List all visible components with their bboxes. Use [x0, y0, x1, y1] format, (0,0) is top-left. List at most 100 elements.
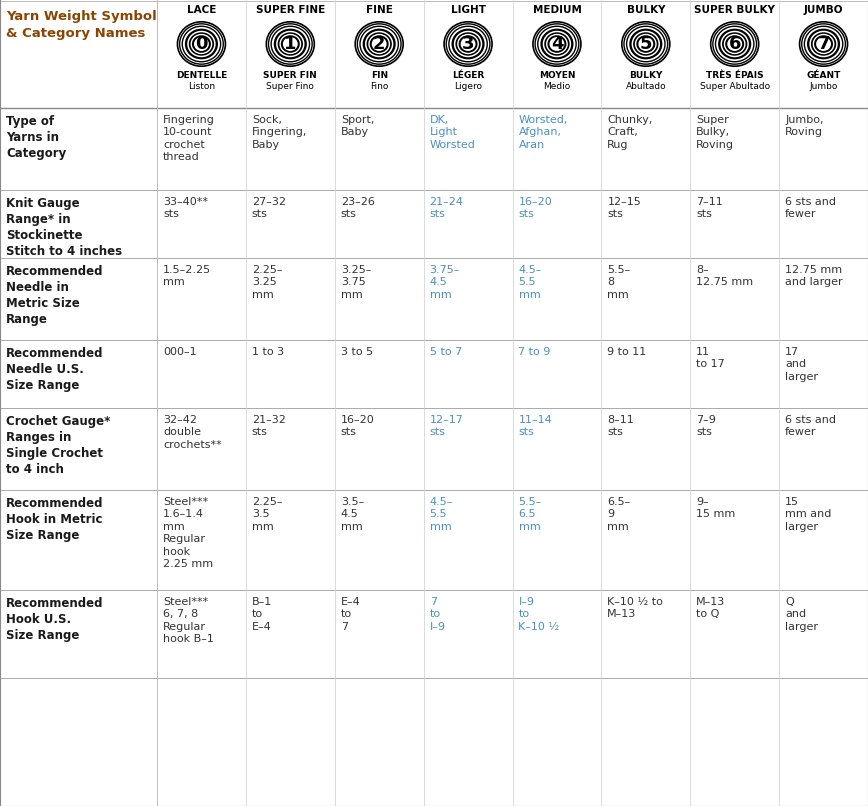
Ellipse shape [446, 24, 490, 64]
Ellipse shape [268, 24, 312, 64]
Text: 4: 4 [550, 35, 563, 53]
Ellipse shape [185, 29, 218, 60]
Text: 0: 0 [195, 35, 207, 53]
Text: Super Fino: Super Fino [266, 82, 314, 91]
Text: 15
mm and
larger: 15 mm and larger [786, 497, 832, 532]
Ellipse shape [621, 22, 670, 66]
Text: Recommended
Needle U.S.
Size Range: Recommended Needle U.S. Size Range [6, 347, 103, 392]
Text: B–1
to
E–4: B–1 to E–4 [252, 597, 273, 632]
Ellipse shape [713, 24, 757, 64]
Text: 3 to 5: 3 to 5 [341, 347, 373, 357]
Text: 12–15
sts: 12–15 sts [608, 197, 641, 219]
Text: 1 to 3: 1 to 3 [252, 347, 284, 357]
Text: 8–
12.75 mm: 8– 12.75 mm [696, 265, 753, 288]
Text: Recommended
Hook in Metric
Size Range: Recommended Hook in Metric Size Range [6, 497, 103, 542]
Text: BULKY: BULKY [627, 5, 665, 15]
Text: FINE: FINE [365, 5, 392, 15]
Ellipse shape [182, 27, 220, 62]
Text: I–9
to
K–10 ½: I–9 to K–10 ½ [518, 597, 560, 632]
Text: 32–42
double
crochets**: 32–42 double crochets** [163, 415, 221, 450]
Text: LACE: LACE [187, 5, 216, 15]
Ellipse shape [372, 37, 386, 51]
Text: Abultado: Abultado [626, 82, 666, 91]
Ellipse shape [807, 29, 840, 60]
Text: DK,
Light
Worsted: DK, Light Worsted [430, 115, 476, 150]
Ellipse shape [283, 37, 298, 51]
Text: SUPER FIN: SUPER FIN [263, 71, 317, 80]
Text: 6: 6 [728, 35, 741, 53]
Text: 12.75 mm
and larger: 12.75 mm and larger [786, 265, 843, 288]
Text: JUMBO: JUMBO [804, 5, 844, 15]
Text: 9–
15 mm: 9– 15 mm [696, 497, 735, 519]
Text: 8–11
sts: 8–11 sts [608, 415, 635, 438]
Text: 21–32
sts: 21–32 sts [252, 415, 286, 438]
Ellipse shape [449, 27, 487, 62]
Text: Yarn Weight Symbol
& Category Names: Yarn Weight Symbol & Category Names [6, 10, 157, 40]
Text: GÉANT: GÉANT [806, 71, 841, 80]
Text: 4.5–
5.5
mm: 4.5– 5.5 mm [518, 265, 542, 300]
Text: Liston: Liston [187, 82, 215, 91]
Text: Fingering
10-count
crochet
thread: Fingering 10-count crochet thread [163, 115, 215, 162]
Ellipse shape [549, 37, 564, 51]
Text: Super
Bulky,
Roving: Super Bulky, Roving [696, 115, 734, 150]
Text: 2: 2 [373, 35, 385, 53]
Ellipse shape [533, 22, 581, 66]
Ellipse shape [802, 24, 845, 64]
Text: 3.25–
3.75
mm: 3.25– 3.75 mm [341, 265, 372, 300]
Text: Steel***
1.6–1.4
mm
Regular
hook
2.25 mm: Steel*** 1.6–1.4 mm Regular hook 2.25 mm [163, 497, 214, 569]
Text: Chunky,
Craft,
Rug: Chunky, Craft, Rug [608, 115, 653, 150]
Ellipse shape [444, 22, 492, 66]
Text: TRÈS ÉPAIS: TRÈS ÉPAIS [706, 71, 764, 80]
Text: 7–9
sts: 7–9 sts [696, 415, 716, 438]
Text: 3.5–
4.5
mm: 3.5– 4.5 mm [341, 497, 364, 532]
Text: Jumbo: Jumbo [809, 82, 838, 91]
Text: 5.5–
6.5
mm: 5.5– 6.5 mm [518, 497, 542, 532]
Text: 7: 7 [818, 35, 830, 53]
Text: 7 to 9: 7 to 9 [518, 347, 551, 357]
Text: 12–17
sts: 12–17 sts [430, 415, 464, 438]
Text: 21–24
sts: 21–24 sts [430, 197, 464, 219]
Text: FIN: FIN [371, 71, 388, 80]
Text: 1: 1 [284, 35, 297, 53]
Ellipse shape [461, 37, 476, 51]
Ellipse shape [180, 24, 223, 64]
Text: 2.25–
3.5
mm: 2.25– 3.5 mm [252, 497, 282, 532]
Text: 7–11
sts: 7–11 sts [696, 197, 723, 219]
Text: 000–1: 000–1 [163, 347, 197, 357]
Ellipse shape [266, 22, 314, 66]
Ellipse shape [360, 27, 398, 62]
Ellipse shape [715, 27, 754, 62]
Ellipse shape [358, 24, 401, 64]
Ellipse shape [727, 37, 742, 51]
Text: 3: 3 [462, 35, 474, 53]
Text: Medio: Medio [543, 82, 570, 91]
Text: Q
and
larger: Q and larger [786, 597, 819, 632]
Ellipse shape [538, 27, 576, 62]
Text: MOYEN: MOYEN [539, 71, 575, 80]
Text: Type of
Yarns in
Category: Type of Yarns in Category [6, 115, 66, 160]
Text: 33–40**
sts: 33–40** sts [163, 197, 208, 219]
Text: BULKY: BULKY [629, 71, 662, 80]
Text: 6 sts and
fewer: 6 sts and fewer [786, 415, 836, 438]
Text: 5 to 7: 5 to 7 [430, 347, 462, 357]
Ellipse shape [638, 37, 654, 51]
Text: 5.5–
8
mm: 5.5– 8 mm [608, 265, 631, 300]
Ellipse shape [271, 27, 310, 62]
Text: 17
and
larger: 17 and larger [786, 347, 819, 382]
Text: E–4
to
7: E–4 to 7 [341, 597, 360, 632]
Text: Worsted,
Afghan,
Aran: Worsted, Afghan, Aran [518, 115, 568, 150]
Text: 5: 5 [640, 35, 652, 53]
Ellipse shape [541, 29, 574, 60]
Ellipse shape [629, 29, 662, 60]
Text: M–13
to Q: M–13 to Q [696, 597, 726, 619]
Text: 2.25–
3.25
mm: 2.25– 3.25 mm [252, 265, 282, 300]
Ellipse shape [177, 22, 226, 66]
Ellipse shape [535, 24, 579, 64]
Text: 11–14
sts: 11–14 sts [518, 415, 552, 438]
Ellipse shape [627, 27, 665, 62]
Text: 16–20
sts: 16–20 sts [341, 415, 374, 438]
Text: Crochet Gauge*
Ranges in
Single Crochet
to 4 inch: Crochet Gauge* Ranges in Single Crochet … [6, 415, 110, 476]
Ellipse shape [355, 22, 404, 66]
Text: 6 sts and
fewer: 6 sts and fewer [786, 197, 836, 219]
Text: Fino: Fino [370, 82, 388, 91]
